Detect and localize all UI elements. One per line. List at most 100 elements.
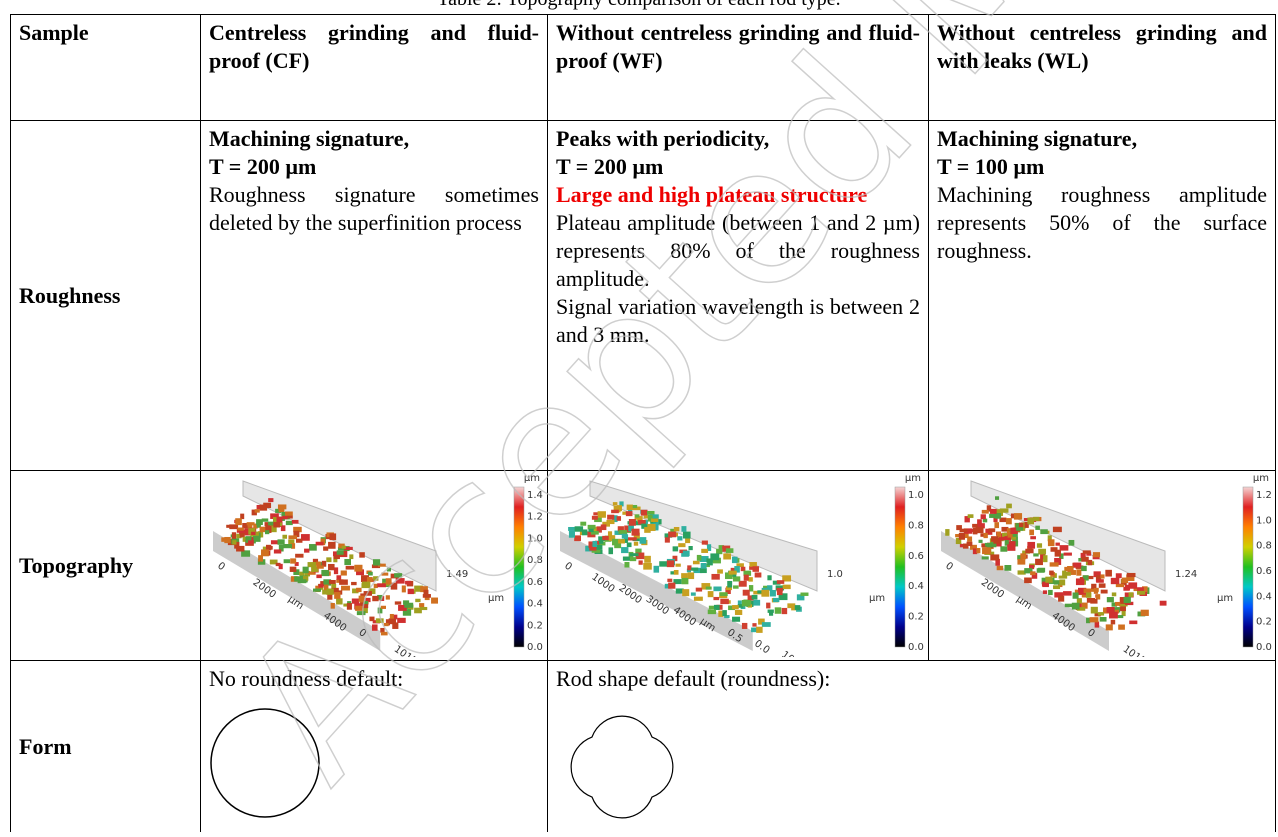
surface-texture bbox=[1038, 567, 1046, 573]
surface-texture bbox=[701, 583, 711, 590]
surface-back bbox=[589, 480, 818, 592]
surface-texture bbox=[380, 627, 385, 633]
surface-texture bbox=[401, 585, 406, 593]
surface-texture bbox=[588, 528, 594, 533]
surface-texture bbox=[991, 536, 999, 542]
surface-texture bbox=[633, 520, 643, 526]
surface-texture bbox=[326, 588, 334, 595]
surface-texture bbox=[1000, 546, 1008, 552]
surface-texture bbox=[638, 519, 646, 525]
surface-texture bbox=[316, 561, 321, 566]
surface-texture bbox=[767, 575, 772, 581]
surface-texture bbox=[691, 567, 699, 571]
surface-texture bbox=[769, 590, 776, 597]
form-text: Rod shape default (roundness): bbox=[556, 666, 831, 691]
surface-texture bbox=[284, 511, 293, 516]
row-label: Form bbox=[10, 660, 200, 832]
surface-texture bbox=[1062, 571, 1071, 576]
surface-texture bbox=[360, 602, 369, 609]
surface-texture bbox=[597, 511, 606, 518]
surface-texture bbox=[333, 555, 340, 560]
surface-texture bbox=[616, 516, 622, 521]
surface-texture bbox=[1105, 569, 1112, 577]
surface-texture bbox=[240, 513, 245, 520]
colorbar-tick: 0.4 bbox=[1256, 591, 1272, 602]
form-cell: No roundness default: bbox=[200, 660, 547, 832]
surface-texture bbox=[273, 549, 282, 554]
surface-texture bbox=[1129, 620, 1138, 625]
surface-texture bbox=[1110, 577, 1120, 585]
surface-texture bbox=[371, 564, 381, 569]
surface-texture bbox=[1123, 586, 1130, 591]
colorbar-tick: 1.2 bbox=[527, 512, 543, 523]
surface-texture bbox=[1045, 576, 1053, 583]
surface-texture bbox=[386, 567, 391, 572]
surface-texture bbox=[1064, 603, 1074, 608]
surface-texture bbox=[321, 569, 330, 577]
surface-texture bbox=[273, 517, 280, 524]
surface-texture bbox=[574, 535, 582, 542]
surface-texture bbox=[668, 531, 677, 538]
surface-texture bbox=[640, 509, 648, 516]
surface-texture bbox=[678, 543, 686, 548]
surface-side bbox=[560, 531, 753, 651]
surface-texture bbox=[725, 587, 731, 594]
surface-texture bbox=[336, 575, 342, 580]
surface-texture bbox=[1076, 607, 1086, 611]
surface-texture bbox=[748, 577, 753, 582]
surface-texture bbox=[285, 520, 293, 526]
surface-texture bbox=[1073, 562, 1082, 568]
surface-texture bbox=[383, 622, 389, 627]
surface-texture bbox=[1110, 619, 1116, 625]
surface-texture bbox=[593, 526, 599, 532]
surface-texture bbox=[318, 583, 324, 588]
surface-texture bbox=[796, 594, 805, 601]
surface-texture bbox=[580, 521, 587, 526]
header-cell: Without centreless grinding and with lea… bbox=[928, 14, 1276, 120]
surface-texture bbox=[1106, 597, 1114, 603]
surface-texture bbox=[358, 595, 365, 602]
surface-texture bbox=[722, 610, 727, 617]
surface-texture bbox=[256, 519, 263, 526]
cell-text: Roughness signature sometimes deleted by… bbox=[209, 182, 539, 235]
surface-texture bbox=[290, 558, 297, 564]
surface-texture bbox=[1111, 592, 1117, 597]
surface-texture bbox=[373, 576, 379, 581]
surface-texture bbox=[1115, 583, 1125, 588]
surface-texture bbox=[643, 562, 652, 570]
surface-texture bbox=[1042, 581, 1049, 588]
surface-texture bbox=[1070, 570, 1076, 575]
surface-texture bbox=[372, 559, 381, 566]
surface-texture bbox=[986, 505, 992, 512]
surface-texture bbox=[699, 568, 707, 574]
surface-texture bbox=[1159, 600, 1167, 606]
surface-texture bbox=[375, 618, 384, 623]
surface-texture bbox=[1089, 617, 1099, 623]
surface-texture bbox=[639, 537, 647, 544]
surface-texture bbox=[972, 548, 978, 555]
surface-texture bbox=[732, 576, 741, 582]
surface-texture bbox=[791, 606, 797, 611]
surface-texture bbox=[1128, 582, 1138, 589]
surface-texture bbox=[326, 557, 332, 563]
surface-texture bbox=[687, 565, 692, 571]
surface-texture bbox=[728, 605, 735, 611]
surface-texture bbox=[990, 508, 997, 514]
surface-texture bbox=[614, 542, 622, 549]
surface-texture bbox=[1137, 587, 1144, 595]
surface-texture bbox=[693, 596, 703, 601]
surface-texture bbox=[404, 602, 414, 608]
surface-texture bbox=[772, 597, 780, 603]
surface-texture bbox=[1121, 610, 1126, 617]
surface-texture bbox=[1072, 592, 1079, 599]
surface-texture bbox=[343, 603, 349, 607]
colorbar-tick: 0.8 bbox=[527, 555, 543, 566]
surface-texture bbox=[624, 525, 631, 533]
surface-texture bbox=[296, 538, 303, 543]
surface-texture bbox=[264, 530, 270, 535]
surface-texture bbox=[311, 566, 319, 572]
surface-texture bbox=[1047, 539, 1055, 547]
surface-texture bbox=[351, 581, 357, 586]
colorbar-tick: 1.0 bbox=[527, 533, 543, 544]
surface-texture bbox=[617, 526, 624, 532]
